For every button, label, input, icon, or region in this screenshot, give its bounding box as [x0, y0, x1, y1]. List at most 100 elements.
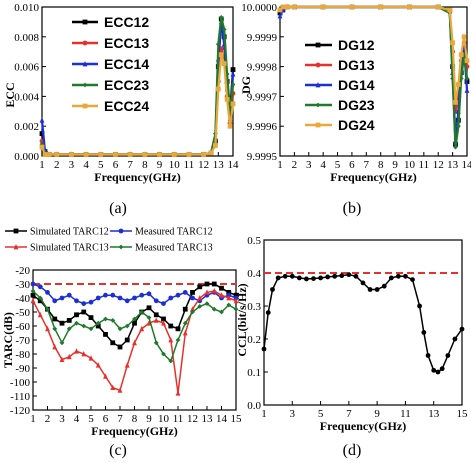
x-tick-label: 6 — [349, 159, 355, 171]
ecc-chart-panel: 1 2 3 4 5 6 7 8 9 10 11 12 13 140.0000.0020.0040.0060… — [3, 2, 239, 217]
x-tick-label: 4 — [83, 159, 89, 171]
data-point — [157, 152, 162, 157]
data-point — [66, 318, 72, 323]
y-tick-label: -50 — [15, 307, 30, 319]
data-point — [226, 295, 232, 301]
data-point — [110, 292, 116, 298]
x-tick-label: 13 — [447, 159, 459, 171]
data-point — [186, 152, 192, 157]
data-point — [277, 12, 283, 19]
x-tick-label: 2 — [292, 159, 298, 171]
data-point — [219, 292, 224, 298]
data-point — [168, 358, 174, 364]
data-point — [59, 320, 65, 326]
data-point — [52, 316, 58, 322]
data-point — [182, 290, 188, 295]
data-point — [435, 369, 441, 375]
data-point — [168, 295, 174, 301]
data-point — [261, 346, 267, 352]
x-tick-label: 7 — [346, 408, 352, 420]
data-point — [282, 273, 288, 279]
data-point — [117, 344, 123, 350]
x-axis-title: Frequency(GHz) — [320, 419, 406, 433]
x-tick-label: 13 — [213, 159, 225, 171]
data-point — [349, 4, 355, 10]
data-point — [124, 362, 130, 368]
x-tick-label: 10 — [158, 413, 170, 425]
data-point — [421, 330, 427, 335]
data-point — [332, 273, 338, 279]
data-point — [124, 298, 130, 304]
x-tick-label: 1 — [30, 413, 36, 425]
panel-caption: (c) — [109, 442, 127, 459]
data-point — [132, 320, 137, 326]
data-point — [410, 277, 415, 282]
legend-label: ECC13 — [104, 35, 149, 51]
data-point — [190, 295, 195, 301]
data-point — [339, 273, 345, 279]
x-tick-label: 11 — [400, 408, 411, 420]
data-point — [117, 295, 123, 301]
data-point — [407, 4, 412, 10]
data-point — [458, 76, 464, 81]
data-point — [127, 152, 133, 157]
legend-marker — [82, 61, 88, 67]
data-point — [52, 344, 58, 350]
data-point — [464, 87, 470, 93]
x-tick-label: 7 — [364, 159, 370, 171]
y-axis-title: DG — [239, 76, 253, 94]
data-point — [395, 273, 401, 279]
y-axis-title: TARC(dB) — [1, 312, 15, 368]
data-point — [117, 387, 123, 393]
y-tick-label: -20 — [15, 265, 30, 277]
x-tick-label: 15 — [457, 408, 469, 420]
y-tick-label: 0.4 — [247, 268, 261, 280]
data-point — [66, 353, 72, 360]
data-point — [230, 101, 236, 107]
data-point — [88, 326, 94, 332]
data-point — [230, 71, 236, 77]
series-group — [261, 272, 465, 375]
data-point — [230, 67, 236, 72]
x-tick-label: 6 — [103, 413, 109, 425]
legend-label: DG23 — [338, 97, 375, 113]
x-tick-label: 8 — [142, 159, 148, 171]
legend-label: ECC14 — [104, 56, 149, 72]
x-tick-label: 11 — [419, 159, 430, 171]
data-point — [425, 353, 431, 358]
data-point — [182, 320, 188, 326]
data-point — [153, 317, 159, 323]
y-tick-label: -110 — [10, 391, 30, 403]
y-tick-label: 0.2 — [247, 334, 261, 346]
data-point — [182, 306, 188, 312]
data-point — [37, 284, 43, 290]
ccl-chart-panel: 1 3 5 7 9 11 13 150.00.10.20.30.40.5Frequency(G… — [235, 235, 468, 459]
data-point — [201, 152, 207, 157]
data-point — [175, 326, 181, 332]
data-point — [445, 353, 451, 358]
data-point — [381, 283, 387, 289]
y-tick-label: -90 — [15, 363, 30, 375]
data-point — [452, 336, 458, 342]
data-point — [374, 287, 380, 292]
data-point — [117, 326, 123, 332]
data-point — [367, 287, 373, 292]
data-point — [98, 152, 104, 157]
data-point — [204, 289, 210, 295]
data-point — [59, 356, 65, 362]
data-point — [204, 301, 210, 306]
data-point — [417, 303, 422, 309]
y-axis-title: CCL(bit/s/Hz) — [235, 283, 249, 356]
data-point — [284, 4, 290, 10]
data-point — [139, 309, 145, 315]
data-point — [30, 297, 36, 304]
data-point — [439, 366, 445, 372]
panel-caption: (d) — [343, 442, 362, 459]
y-tick-label: 9.9998 — [247, 62, 278, 74]
series-group — [277, 4, 470, 105]
data-point — [124, 323, 130, 329]
legend-marker — [315, 122, 321, 128]
data-point — [455, 123, 461, 129]
data-point — [153, 298, 159, 304]
x-tick-label: 10 — [404, 159, 416, 171]
